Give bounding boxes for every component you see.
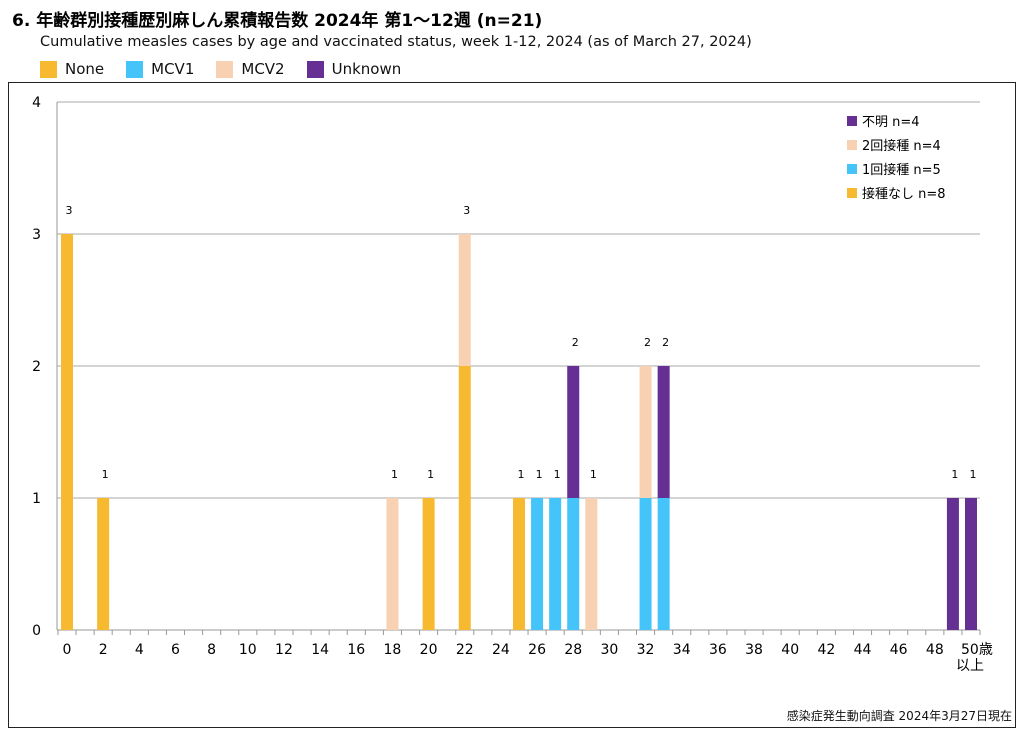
x-tick-label: 24 [492, 642, 510, 658]
bar-mcv2-age-29 [585, 498, 598, 630]
legend-swatch [216, 60, 234, 78]
legend-label-mcv1: 1回接種 n=5 [862, 162, 941, 178]
x-tick-label: 40 [781, 642, 799, 658]
bar-mcv1-age-32 [639, 498, 652, 630]
x-tick-label: 20 [420, 642, 438, 658]
x-tick-label: 2 [99, 642, 108, 658]
y-tick-label: 2 [32, 359, 41, 375]
legend-label: MCV2 [241, 60, 285, 78]
x-tick-label: 44 [854, 642, 872, 658]
x-tick-label: 12 [275, 642, 293, 658]
bar-mcv2-age-22 [458, 234, 471, 366]
x-tick-label: 50歳 [961, 642, 993, 658]
legend-label-unknown: 不明 n=4 [862, 115, 920, 130]
y-tick-label: 1 [32, 491, 41, 507]
x-tick-label: 38 [745, 642, 763, 658]
legend-none: None [40, 60, 104, 78]
data-label: 1 [518, 468, 525, 481]
bar-mcv1-age-33 [657, 498, 670, 630]
x-tick-label: 48 [926, 642, 944, 658]
data-label: 2 [572, 336, 579, 349]
bar-unknown-age-49 [946, 498, 959, 630]
y-tick-label: 3 [32, 227, 41, 243]
legend-unknown: Unknown [306, 60, 402, 78]
legend-label: MCV1 [151, 60, 195, 78]
bar-unknown-age-50 [965, 498, 977, 630]
legend-swatch-mcv1 [847, 164, 857, 174]
legend-label: None [65, 60, 105, 78]
data-label: 1 [554, 468, 561, 481]
legend-swatch-mcv2 [847, 140, 857, 150]
x-tick-label: 10 [239, 642, 257, 658]
data-label: 3 [66, 204, 73, 217]
bar-unknown-age-28 [567, 366, 580, 498]
x-tick-label: 28 [564, 642, 582, 658]
legend-swatch [40, 60, 57, 78]
y-tick-label: 4 [32, 95, 41, 111]
data-label: 1 [391, 468, 398, 481]
bar-mcv2-age-32 [639, 366, 652, 498]
x-tick-label: 46 [890, 642, 908, 658]
y-tick-label: 0 [32, 623, 41, 639]
x-tick-label: 18 [384, 642, 402, 658]
data-label: 1 [536, 468, 543, 481]
chart-subtitle: Cumulative measles cases by age and vacc… [40, 34, 752, 50]
bar-mcv1-age-27 [549, 498, 562, 630]
legend-label-mcv2: 2回接種 n=4 [862, 138, 941, 154]
top-legend: None MCV1 MCV2 Unknown [40, 60, 401, 78]
x-tick-label: 6 [171, 642, 180, 658]
x-tick-label: 36 [709, 642, 727, 658]
footnote: 感染症発生動向調査 2024年3月27日現在 [786, 709, 1012, 723]
chart-frame [8, 82, 1016, 728]
x-tick-sublabel: 以上 [956, 658, 984, 674]
legend-swatch-none [847, 188, 857, 198]
bar-none-age-20 [422, 498, 435, 630]
data-label: 2 [662, 336, 669, 349]
x-tick-label: 16 [347, 642, 365, 658]
data-label: 2 [644, 336, 651, 349]
x-tick-label: 26 [528, 642, 546, 658]
legend-swatch-unknown [847, 116, 857, 126]
data-label: 1 [970, 468, 977, 481]
data-label: 3 [463, 204, 470, 217]
legend-swatch [126, 60, 144, 78]
x-tick-label: 22 [456, 642, 474, 658]
chart-title: 6. 年齢群別接種歴別麻しん累積報告数 2024年 第1～12週 (n=21) [12, 11, 543, 31]
x-tick-label: 0 [63, 642, 72, 658]
legend-swatch [306, 60, 324, 78]
data-label: 1 [427, 468, 434, 481]
legend-mcv2: MCV2 [216, 60, 285, 78]
bar-none-age-22 [458, 366, 471, 630]
data-label: 1 [102, 468, 109, 481]
bar-none-age-25 [513, 498, 525, 630]
legend-label: Unknown [331, 60, 402, 78]
bar-none-age-2 [97, 498, 110, 630]
x-tick-label: 32 [637, 642, 655, 658]
x-tick-label: 8 [207, 642, 216, 658]
bar-unknown-age-33 [657, 366, 670, 498]
x-tick-label: 14 [311, 642, 329, 658]
x-tick-label: 42 [817, 642, 835, 658]
legend-mcv1: MCV1 [126, 60, 194, 78]
bar-mcv1-age-28 [567, 498, 580, 630]
legend-label-none: 接種なし n=8 [862, 186, 946, 202]
data-label: 1 [951, 468, 958, 481]
bar-mcv1-age-26 [531, 498, 544, 630]
data-label: 1 [590, 468, 597, 481]
x-tick-label: 4 [135, 642, 144, 658]
x-tick-label: 30 [600, 642, 618, 658]
bar-mcv2-age-18 [386, 498, 399, 630]
x-tick-label: 34 [673, 642, 691, 658]
bar-none-age-0 [61, 234, 73, 630]
